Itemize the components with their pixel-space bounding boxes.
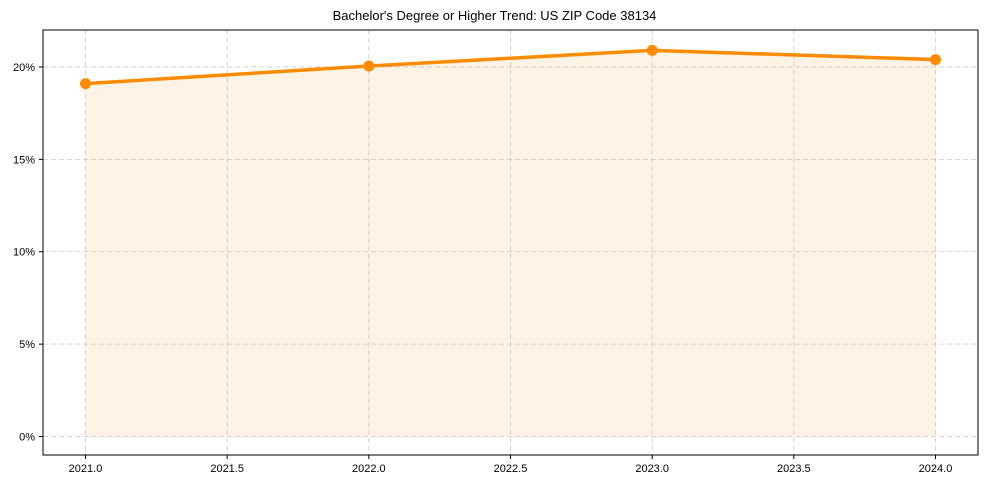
chart-title: Bachelor's Degree or Higher Trend: US ZI…	[332, 8, 657, 23]
data-point	[363, 60, 375, 72]
x-tick-label: 2021.5	[210, 463, 244, 475]
x-tick-label: 2023.0	[635, 463, 669, 475]
data-point	[646, 44, 658, 56]
data-point	[930, 54, 941, 66]
data-point	[80, 78, 91, 90]
y-tick-label: 5%	[19, 339, 35, 351]
y-tick-label: 15%	[13, 154, 35, 166]
y-tick-label: 20%	[13, 62, 35, 74]
x-tick-label: 2022.5	[494, 463, 528, 475]
y-tick-label: 10%	[13, 247, 35, 259]
x-axis-ticks: 2021.0 2021.5 2022.0 2022.5 2023.0 2023.5 2024…	[69, 455, 953, 475]
data-line	[85, 48, 936, 86]
x-tick-label: 2022.0	[352, 463, 386, 475]
y-tick-label: 0%	[19, 432, 35, 444]
grid-lines	[43, 30, 978, 455]
x-tick-label: 2023.5	[777, 463, 811, 475]
area-fill	[85, 50, 936, 437]
x-tick-label: 2024.0	[919, 463, 953, 475]
data-markers	[80, 44, 941, 90]
y-axis-ticks: 0% 5% 10% 15% 20%	[13, 62, 43, 444]
x-tick-label: 2021.0	[69, 463, 103, 475]
